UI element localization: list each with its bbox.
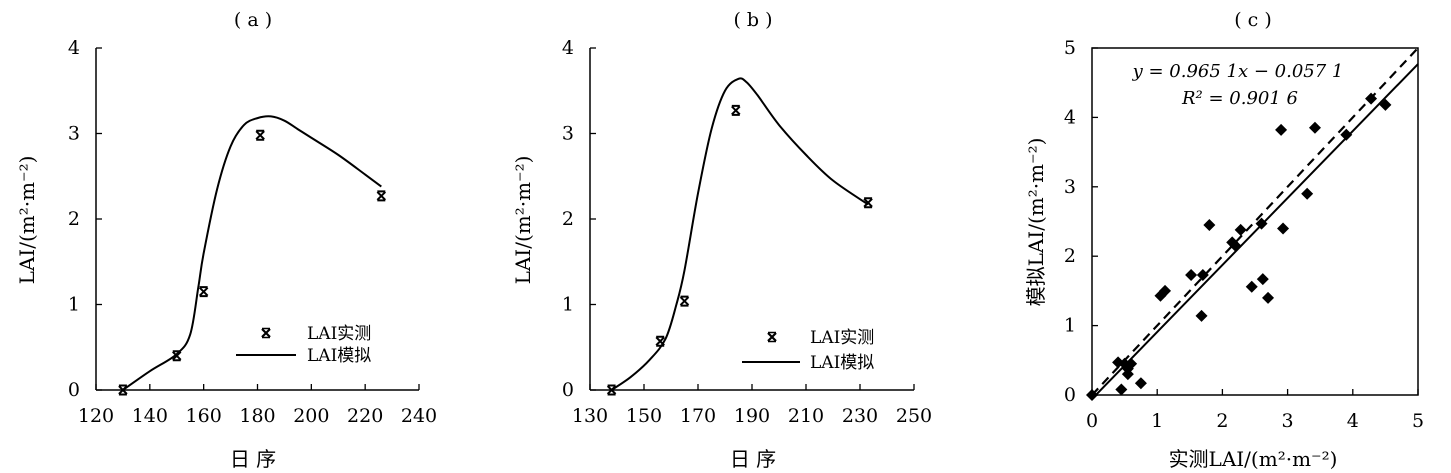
x-tick-label: 190 bbox=[734, 405, 770, 427]
legend-measured-label: LAI实测 bbox=[307, 324, 371, 344]
x-tick-label: 250 bbox=[896, 405, 932, 427]
plot-frame bbox=[1091, 47, 1419, 396]
x-tick-label: 220 bbox=[347, 405, 383, 427]
data-point-diamond bbox=[1340, 128, 1353, 141]
x-tick-label: 160 bbox=[186, 405, 222, 427]
legend-simulated-label: LAI模拟 bbox=[810, 353, 874, 373]
panel-a-y-axis-title: LAI/(m²·m⁻²) bbox=[15, 156, 39, 285]
y-tick-label: 3 bbox=[68, 123, 80, 145]
measured-lai-point bbox=[172, 350, 182, 362]
data-point-diamond bbox=[1185, 268, 1198, 281]
simulated-lai-line bbox=[611, 77, 869, 391]
data-point-diamond bbox=[1308, 121, 1321, 134]
regression-line bbox=[1095, 63, 1419, 396]
data-point-diamond bbox=[1379, 98, 1392, 111]
panel-c-y-axis-title: 模拟LAI/(m²·m⁻²) bbox=[1024, 138, 1048, 307]
measured-lai-point bbox=[655, 335, 665, 347]
data-point-diamond bbox=[1203, 218, 1216, 231]
data-point-diamond bbox=[1365, 92, 1378, 105]
data-point-diamond bbox=[1275, 123, 1288, 136]
panel-b: ( b ) 日 序 LAI/(m²·m⁻²) 130 150 170 190 210 23… bbox=[511, 9, 932, 471]
data-point-diamond bbox=[1301, 187, 1314, 200]
panel-c-r-squared: R² = 0.901 6 bbox=[1181, 88, 1298, 109]
y-tick-label: 4 bbox=[1064, 106, 1076, 128]
y-tick-label: 1 bbox=[68, 294, 80, 316]
x-tick-label: 1 bbox=[1151, 410, 1163, 432]
data-point-diamond bbox=[1255, 217, 1268, 230]
measured-lai-point bbox=[198, 286, 209, 298]
data-point-diamond bbox=[1245, 280, 1258, 293]
x-tick-label: 150 bbox=[626, 405, 662, 427]
panel-b-y-axis-title: LAI/(m²·m⁻²) bbox=[511, 156, 535, 285]
x-tick-label: 140 bbox=[132, 405, 168, 427]
panel-c-x-axis-title: 实测LAI/(m²·m⁻²) bbox=[1169, 447, 1338, 471]
x-tick-label: 180 bbox=[239, 405, 275, 427]
legend-measured-label: LAI实测 bbox=[810, 328, 874, 348]
measured-lai-point bbox=[731, 104, 741, 116]
panel-b-plot: 130 150 170 190 210 230 250 0 1 2 3 4 bbox=[562, 37, 932, 427]
x-tick-label: 230 bbox=[842, 405, 878, 427]
panel-b-label: ( b ) bbox=[733, 9, 772, 31]
y-tick-label: 5 bbox=[1064, 37, 1076, 59]
y-tick-label: 3 bbox=[1064, 176, 1076, 198]
y-tick-label: 2 bbox=[1064, 245, 1076, 267]
x-tick-label: 2 bbox=[1216, 410, 1228, 432]
measured-lai-point bbox=[679, 295, 690, 307]
x-tick-label: 210 bbox=[788, 405, 824, 427]
y-tick-label: 0 bbox=[1064, 384, 1076, 406]
y-tick-label: 4 bbox=[68, 37, 80, 59]
y-tick-label: 1 bbox=[1064, 315, 1076, 337]
measured-lai-point bbox=[255, 129, 265, 141]
data-point-diamond bbox=[1159, 284, 1172, 297]
y-tick-label: 4 bbox=[562, 37, 574, 59]
panel-c-plot: 0 1 2 3 4 5 0 1 2 3 4 5 bbox=[1064, 37, 1424, 432]
data-point-diamond bbox=[1229, 239, 1242, 252]
x-tick-label: 200 bbox=[293, 405, 329, 427]
data-point-diamond bbox=[1262, 291, 1275, 304]
y-tick-label: 2 bbox=[68, 208, 80, 230]
panel-c-fit-equation: y = 0.965 1x − 0.057 1 bbox=[1132, 61, 1344, 82]
data-point-diamond bbox=[1121, 368, 1134, 381]
panel-a-plot: 120 140 160 180 200 220 240 0 1 2 3 4 bbox=[68, 37, 437, 427]
y-tick-label: 0 bbox=[68, 379, 80, 401]
data-point-diamond bbox=[1256, 273, 1269, 286]
data-point-diamond bbox=[1125, 357, 1138, 370]
x-tick-label: 170 bbox=[680, 405, 716, 427]
panel-c-label: ( c ) bbox=[1234, 9, 1272, 31]
y-tick-label: 1 bbox=[562, 294, 574, 316]
panel-a: ( a ) 日 序 LAI/(m²·m⁻²) 120 140 160 180 200 22… bbox=[15, 9, 437, 471]
data-point-diamond bbox=[1086, 389, 1098, 401]
y-tick-label: 0 bbox=[562, 379, 574, 401]
x-tick-label: 0 bbox=[1086, 410, 1098, 432]
measured-lai-point bbox=[863, 197, 873, 209]
x-tick-label: 4 bbox=[1347, 410, 1359, 432]
x-tick-label: 240 bbox=[401, 405, 437, 427]
panel-a-legend: LAI实测 LAI模拟 bbox=[236, 324, 371, 366]
legend-simulated-label: LAI模拟 bbox=[307, 346, 371, 366]
panel-b-x-axis-title: 日 序 bbox=[730, 447, 776, 471]
legend-measured-marker bbox=[261, 327, 271, 339]
panel-b-legend: LAI实测 LAI模拟 bbox=[742, 328, 874, 373]
x-tick-label: 130 bbox=[572, 405, 608, 427]
panel-a-label: ( a ) bbox=[234, 9, 272, 31]
y-tick-label: 3 bbox=[562, 123, 574, 145]
data-point-diamond bbox=[1195, 309, 1208, 322]
data-point-diamond bbox=[1277, 222, 1290, 235]
one-to-one-line bbox=[1091, 47, 1419, 396]
data-point-diamond bbox=[1115, 383, 1128, 396]
x-tick-label: 3 bbox=[1282, 410, 1294, 432]
data-point-diamond bbox=[1134, 377, 1147, 390]
data-point-diamond bbox=[1234, 223, 1247, 236]
y-tick-label: 2 bbox=[562, 208, 574, 230]
panel-a-x-axis-title: 日 序 bbox=[230, 447, 276, 471]
measured-lai-point bbox=[376, 190, 387, 202]
simulated-lai-line bbox=[122, 115, 382, 391]
panel-c: ( c ) 实测LAI/(m²·m⁻²) 模拟LAI/(m²·m⁻²) 0 1 2 3… bbox=[1024, 9, 1424, 471]
x-tick-label: 5 bbox=[1412, 410, 1424, 432]
data-point-diamond bbox=[1196, 268, 1209, 281]
x-tick-label: 120 bbox=[78, 405, 114, 427]
legend-measured-marker bbox=[767, 331, 777, 343]
